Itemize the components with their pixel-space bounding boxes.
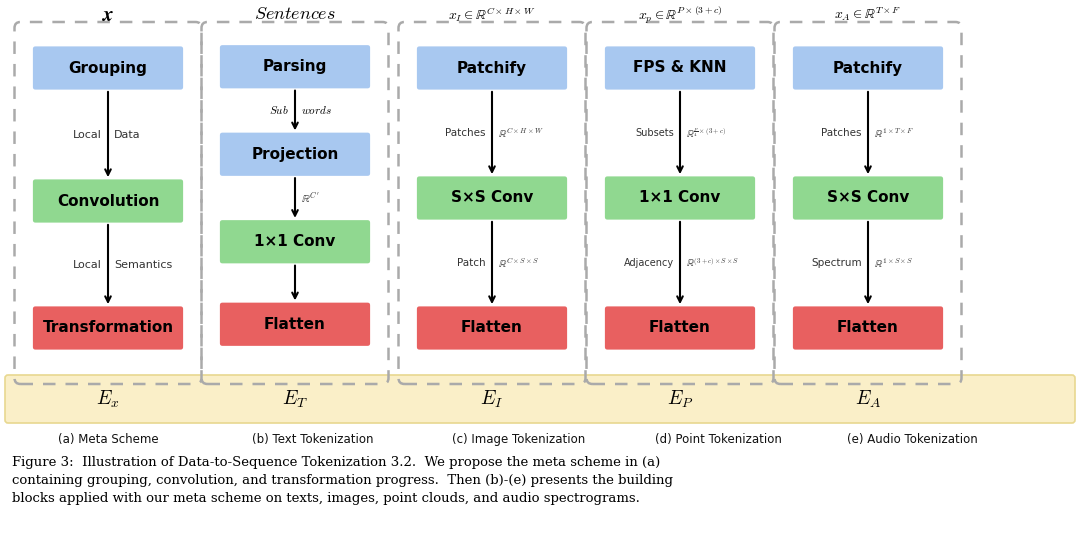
FancyBboxPatch shape <box>31 305 185 351</box>
Text: $E_A$: $E_A$ <box>855 388 881 410</box>
Text: FPS & KNN: FPS & KNN <box>633 60 727 76</box>
Text: Adjacency: Adjacency <box>624 258 674 268</box>
Text: Transformation: Transformation <box>42 321 174 336</box>
Text: $\mathbb{R}^{(3+c)\times S\times S}$: $\mathbb{R}^{(3+c)\times S\times S}$ <box>686 257 739 269</box>
Text: Patchify: Patchify <box>833 60 903 76</box>
Text: $\mathit{Sub}$: $\mathit{Sub}$ <box>269 105 289 117</box>
Text: Local: Local <box>73 129 102 139</box>
Text: $E_T$: $E_T$ <box>282 388 308 410</box>
FancyBboxPatch shape <box>31 45 185 91</box>
Text: blocks applied with our meta scheme on texts, images, point clouds, and audio sp: blocks applied with our meta scheme on t… <box>12 492 639 505</box>
Text: $E_x$: $E_x$ <box>96 388 120 410</box>
Text: Grouping: Grouping <box>68 60 148 76</box>
Text: 1×1 Conv: 1×1 Conv <box>254 234 336 249</box>
Text: Flatten: Flatten <box>649 321 711 336</box>
Text: 1×1 Conv: 1×1 Conv <box>639 190 720 206</box>
Text: $\boldsymbol{x}$: $\boldsymbol{x}$ <box>102 5 114 25</box>
Text: Figure 3:  Illustration of Data-to-Sequence Tokenization 3.2.  We propose the me: Figure 3: Illustration of Data-to-Sequen… <box>12 456 660 469</box>
Text: (d) Point Tokenization: (d) Point Tokenization <box>654 433 782 446</box>
Text: Data: Data <box>114 129 140 139</box>
Text: Spectrum: Spectrum <box>811 258 862 268</box>
Text: Patch: Patch <box>457 258 486 268</box>
Text: $\mathbb{R}^{\frac{P}{4}\times(3+c)}$: $\mathbb{R}^{\frac{P}{4}\times(3+c)}$ <box>686 126 726 140</box>
FancyBboxPatch shape <box>218 301 372 347</box>
FancyBboxPatch shape <box>218 44 372 90</box>
FancyBboxPatch shape <box>792 175 945 221</box>
Text: $x_p \in \mathbb{R}^{P\times(3+c)}$: $x_p \in \mathbb{R}^{P\times(3+c)}$ <box>637 5 723 27</box>
Text: S×S Conv: S×S Conv <box>827 190 909 206</box>
Text: $E_I$: $E_I$ <box>481 388 503 410</box>
Text: $\mathbb{R}^{1\times T\times F}$: $\mathbb{R}^{1\times T\times F}$ <box>874 126 914 140</box>
Text: $\mathit{Sentences}$: $\mathit{Sentences}$ <box>254 5 336 23</box>
Text: (b) Text Tokenization: (b) Text Tokenization <box>253 433 374 446</box>
Text: Convolution: Convolution <box>57 194 159 208</box>
Text: Flatten: Flatten <box>265 317 326 332</box>
Text: (c) Image Tokenization: (c) Image Tokenization <box>451 433 585 446</box>
Text: Flatten: Flatten <box>837 321 899 336</box>
Text: $x_A \in \mathbb{R}^{T\times F}$: $x_A \in \mathbb{R}^{T\times F}$ <box>835 5 902 23</box>
Text: $\mathbb{R}^{C\times H\times W}$: $\mathbb{R}^{C\times H\times W}$ <box>498 126 543 140</box>
Text: Subsets: Subsets <box>635 128 674 138</box>
FancyBboxPatch shape <box>218 131 372 178</box>
Text: $\mathbb{R}^{C\times S\times S}$: $\mathbb{R}^{C\times S\times S}$ <box>498 256 539 270</box>
Text: Projection: Projection <box>252 147 339 161</box>
Text: $E_P$: $E_P$ <box>666 388 693 410</box>
Text: Local: Local <box>73 259 102 269</box>
Text: $\mathbb{R}^{C^{\prime}}$: $\mathbb{R}^{C^{\prime}}$ <box>301 191 320 205</box>
Text: (e) Audio Tokenization: (e) Audio Tokenization <box>847 433 978 446</box>
Text: $\mathit{words}$: $\mathit{words}$ <box>301 105 332 117</box>
Text: Flatten: Flatten <box>461 321 523 336</box>
Text: Semantics: Semantics <box>114 259 172 269</box>
FancyBboxPatch shape <box>31 178 185 224</box>
FancyBboxPatch shape <box>792 305 945 351</box>
Text: $\mathbb{R}^{1\times S\times S}$: $\mathbb{R}^{1\times S\times S}$ <box>874 256 914 270</box>
FancyBboxPatch shape <box>416 305 568 351</box>
FancyBboxPatch shape <box>604 175 756 221</box>
Text: containing grouping, convolution, and transformation progress.  Then (b)-(e) pre: containing grouping, convolution, and tr… <box>12 474 673 487</box>
Text: Patches: Patches <box>822 128 862 138</box>
Text: S×S Conv: S×S Conv <box>450 190 534 206</box>
Text: $x_I \in \mathbb{R}^{C\times H\times W}$: $x_I \in \mathbb{R}^{C\times H\times W}$ <box>448 5 536 24</box>
FancyBboxPatch shape <box>604 305 756 351</box>
FancyBboxPatch shape <box>218 219 372 265</box>
FancyBboxPatch shape <box>416 45 568 91</box>
Text: Patchify: Patchify <box>457 60 527 76</box>
FancyBboxPatch shape <box>416 175 568 221</box>
FancyBboxPatch shape <box>604 45 756 91</box>
FancyBboxPatch shape <box>5 375 1075 423</box>
FancyBboxPatch shape <box>792 45 945 91</box>
Text: Parsing: Parsing <box>262 59 327 74</box>
Text: (a) Meta Scheme: (a) Meta Scheme <box>57 433 159 446</box>
Text: Patches: Patches <box>446 128 486 138</box>
